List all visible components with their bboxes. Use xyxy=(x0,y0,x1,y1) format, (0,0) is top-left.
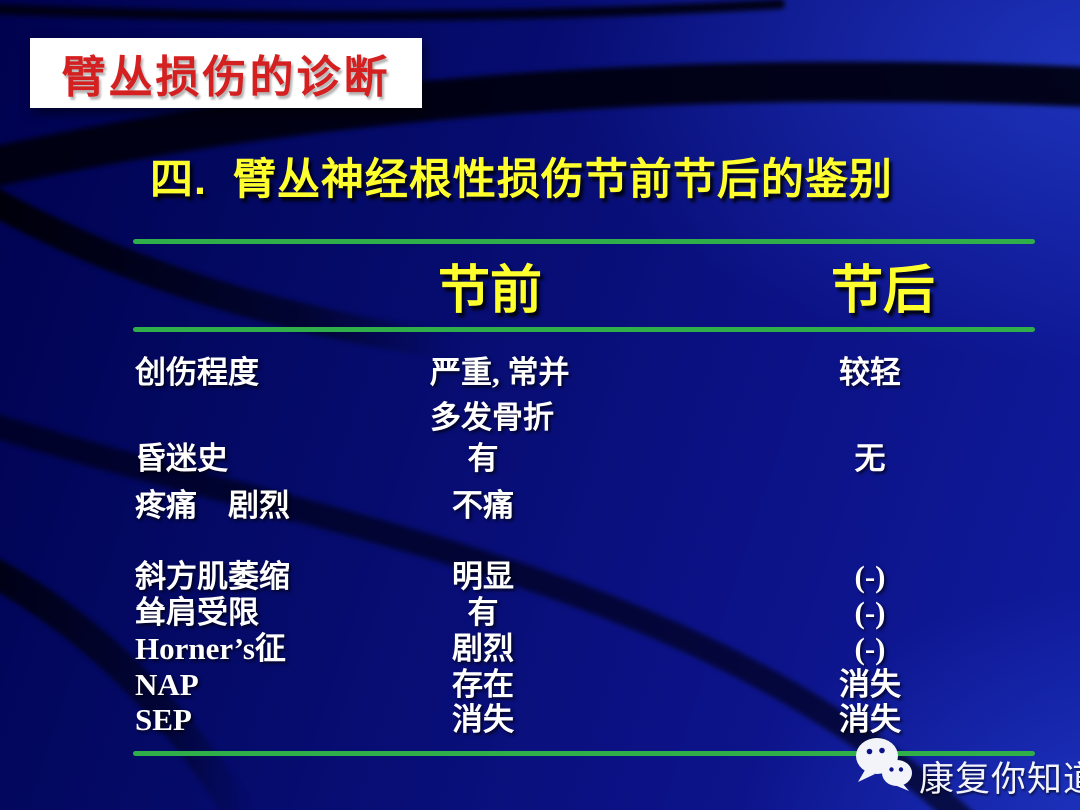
row-label: Horner’s征 xyxy=(135,631,286,666)
cell-pre: 消失 xyxy=(452,702,514,737)
column-header-post: 节后 xyxy=(830,263,935,320)
table-row: 斜方肌萎缩 明显 (-) xyxy=(133,558,1035,594)
slide-title: 四. 臂丛神经根性损伤节前节后的鉴别 xyxy=(150,156,893,204)
cell-pre: 存在 xyxy=(452,667,514,702)
cell-post: 无 xyxy=(854,441,886,476)
table-rule-top xyxy=(133,239,1035,244)
cell-pre: 有 xyxy=(467,441,499,476)
table-row: SEP 消失 消失 xyxy=(133,701,1035,741)
cell-pre: 不痛 xyxy=(452,488,514,523)
cell-post: 消失 xyxy=(839,702,901,737)
table-header-row: 节前 节后 xyxy=(133,244,1035,327)
table-row: 创伤程度 严重, 常并 多发骨折 较轻 xyxy=(133,350,1035,440)
cell-pre-line1: 严重, 常并 xyxy=(430,355,570,390)
table-row: 昏迷史 有 无 xyxy=(133,440,1035,487)
row-label: 斜方肌萎缩 xyxy=(135,559,290,594)
badge-title: 臂丛损伤的诊断 xyxy=(61,53,391,102)
cell-pre: 剧烈 xyxy=(452,631,514,666)
cell-pre: 有 xyxy=(467,595,499,630)
row-label: SEP xyxy=(135,702,192,737)
table-row: Horner’s征 剧烈 (-) xyxy=(133,630,1035,666)
table-row: NAP 存在 消失 xyxy=(133,666,1035,702)
cell-pre-line2: 多发骨折 xyxy=(430,400,554,435)
cell-post: 较轻 xyxy=(839,355,901,390)
wechat-icon xyxy=(856,738,912,791)
table-rule-bottom xyxy=(133,751,1035,756)
row-label: 疼痛 剧烈 xyxy=(135,488,290,523)
table-row: 疼痛 剧烈 不痛 xyxy=(133,487,1035,558)
cell-post: 消失 xyxy=(839,667,901,702)
slide-badge: 臂丛损伤的诊断 xyxy=(30,38,422,108)
table-row: 耸肩受限 有 (-) xyxy=(133,594,1035,630)
cell-pre: 明显 xyxy=(452,559,514,594)
row-label: 昏迷史 xyxy=(135,441,228,476)
cell-pre: 严重, 常并 多发骨折 xyxy=(373,350,593,440)
cell-post: (-) xyxy=(854,595,886,630)
column-header-pre: 节前 xyxy=(437,263,542,320)
cell-post: (-) xyxy=(854,631,886,666)
row-label: 创伤程度 xyxy=(135,355,259,390)
cell-post: (-) xyxy=(854,559,886,594)
row-label: 耸肩受限 xyxy=(135,595,259,630)
table-body: 创伤程度 严重, 常并 多发骨折 较轻 昏迷史 有 无 疼痛 剧烈 不痛 斜方肌… xyxy=(133,350,1035,741)
table-rule-header xyxy=(133,327,1035,332)
comparison-table: 节前 节后 创伤程度 严重, 常并 多发骨折 较轻 昏迷史 有 无 疼痛 剧烈 … xyxy=(133,239,1035,756)
watermark: 康复你知道 xyxy=(853,735,1080,802)
watermark-label: 康复你知道 xyxy=(919,760,1080,799)
row-label: NAP xyxy=(135,667,199,702)
